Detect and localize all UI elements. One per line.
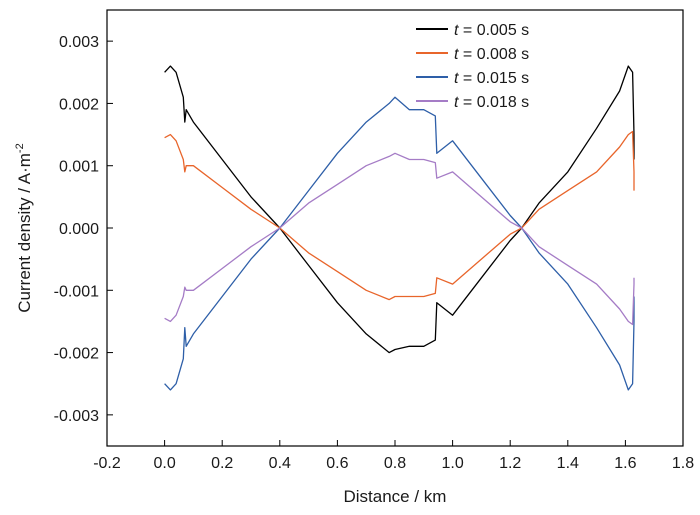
series-line-3 <box>164 96 635 391</box>
series-line-4 <box>164 152 635 326</box>
series-line-2 <box>164 130 635 301</box>
legend-value: = 0.018 s <box>458 94 529 111</box>
legend-variable: t <box>454 70 459 87</box>
x-tick-label: 0.2 <box>211 455 233 472</box>
x-tick-label: 1.0 <box>441 455 463 472</box>
legend-value: = 0.008 s <box>458 46 529 63</box>
x-tick-label: 1.2 <box>499 455 521 472</box>
y-tick-label: 0.000 <box>59 221 99 238</box>
x-tick-label: 1.8 <box>672 455 694 472</box>
x-tick-label: 0.4 <box>269 455 291 472</box>
legend-variable: t <box>454 46 459 63</box>
x-tick-label: 1.4 <box>557 455 579 472</box>
x-tick-label: -0.2 <box>93 455 121 472</box>
y-axis-title-exponent: -2 <box>14 143 26 153</box>
legend-variable: t <box>454 22 459 39</box>
legend-value: = 0.015 s <box>458 70 529 87</box>
legend-label-1: t = 0.005 s <box>454 22 529 39</box>
y-tick-label: 0.001 <box>59 159 99 176</box>
y-tick-label: -0.001 <box>54 283 99 300</box>
y-axis-title: Current density / A·m-2 <box>14 143 34 312</box>
y-tick-label: -0.002 <box>54 346 99 363</box>
series-lines <box>164 65 635 391</box>
legend-label-3: t = 0.015 s <box>454 70 529 87</box>
y-tick-label: 0.003 <box>59 34 99 51</box>
x-tick-label: 0.0 <box>153 455 175 472</box>
axis-ticks: -0.2 0.0 0.2 0.4 0.6 0.8 1.0 1.2 1.4 1.6 1.8 -0.003… <box>54 34 695 472</box>
legend-value: = 0.005 s <box>458 22 529 39</box>
plot-frame <box>106 9 684 447</box>
x-tick-label: 1.6 <box>614 455 636 472</box>
x-axis-title: Distance / km <box>344 487 447 506</box>
legend-label-4: t = 0.018 s <box>454 94 529 111</box>
x-tick-label: 0.6 <box>326 455 348 472</box>
y-tick-label: -0.003 <box>54 408 99 425</box>
legend: t = 0.005 st = 0.008 st = 0.015 st = 0.0… <box>416 22 529 111</box>
y-tick-label: 0.002 <box>59 96 99 113</box>
legend-label-2: t = 0.008 s <box>454 46 529 63</box>
series-line-1 <box>164 65 635 354</box>
legend-variable: t <box>454 94 459 111</box>
y-axis-title-main: Current density / A·m <box>15 153 34 313</box>
x-tick-label: 0.8 <box>384 455 406 472</box>
